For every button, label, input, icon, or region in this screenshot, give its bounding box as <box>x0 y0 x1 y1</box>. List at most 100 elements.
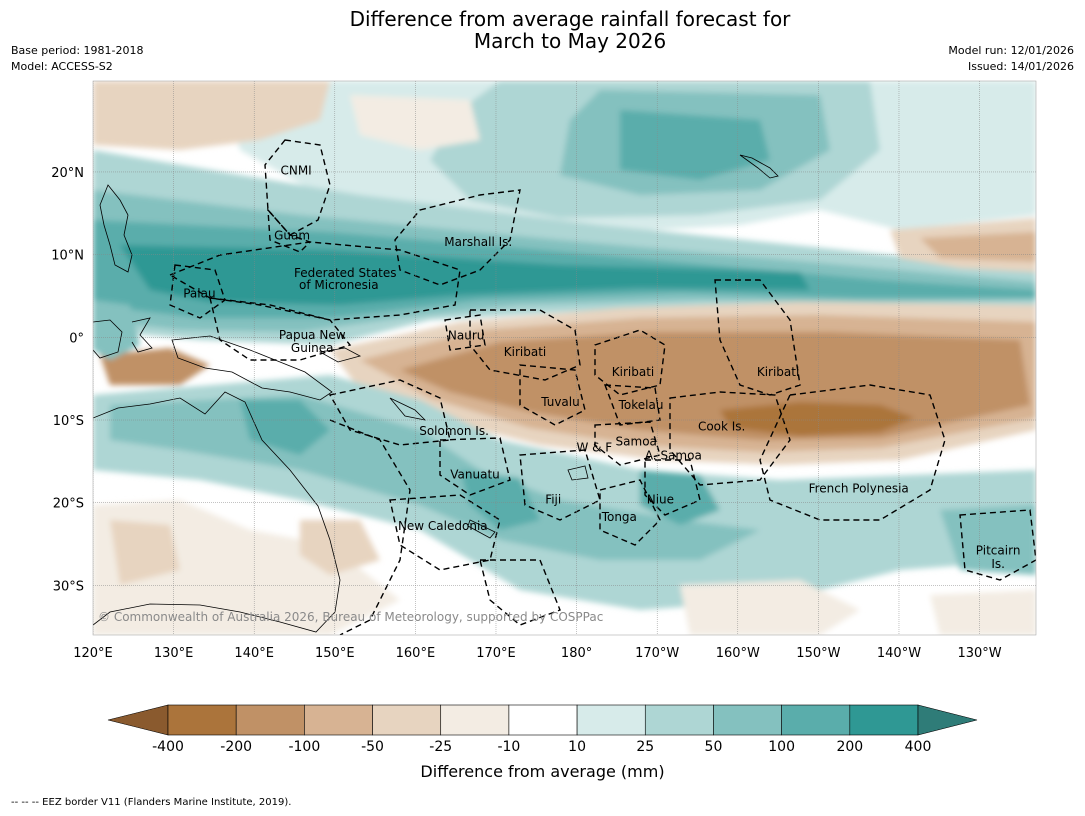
coastline-philippines <box>99 184 133 273</box>
colorbar-tick-label: -10 <box>497 739 520 755</box>
eez-pitcairn <box>959 509 1036 581</box>
colorbar-bin <box>235 704 305 736</box>
eez-tuvalu <box>519 364 586 426</box>
region-label: Federated States <box>294 266 396 280</box>
region-label: W & F <box>576 440 612 454</box>
region-label: Kiribati <box>504 345 546 359</box>
region-label: Tonga <box>601 510 637 524</box>
region-label: Solomon Is. <box>419 424 489 438</box>
region-label: Niue <box>647 492 674 506</box>
anomaly-dry-north-mid <box>350 95 480 150</box>
map-panel <box>93 81 1036 635</box>
colorbar-bin <box>576 704 646 736</box>
coastline-hawaii <box>739 154 779 179</box>
region-label: Fiji <box>545 492 561 506</box>
region-label: Guinea <box>291 341 334 355</box>
latitude-tick-label: 30°S <box>53 579 84 594</box>
longitude-tick-label: 140°E <box>234 646 274 661</box>
region-label: Vanuatu <box>450 468 500 482</box>
eez-footnote: -- -- -- EEZ border V11 (Flanders Marine… <box>11 797 292 808</box>
region-label: Samoa <box>616 435 657 449</box>
model-name: Model: ACCESS-S2 <box>11 60 113 73</box>
latitude-tick-label: 20°S <box>53 497 84 512</box>
eez-french-polynesia <box>759 384 946 521</box>
coastlines <box>93 154 779 633</box>
region-label: Guam <box>274 229 310 243</box>
latitude-tick-label: 10°S <box>53 414 84 429</box>
longitude-tick-labels: 120°E 130°E 140°E 150°E 160°E 170°E 180° 170°W 1… <box>73 646 1002 661</box>
region-label: CNMI <box>280 163 311 177</box>
longitude-tick-label: 170°W <box>635 646 679 661</box>
longitude-tick-label: 150°E <box>315 646 355 661</box>
map-title-line2: March to May 2026 <box>473 29 667 53</box>
gridlines <box>93 81 1036 635</box>
map-title: Difference from average rainfall forecas… <box>0 8 1085 52</box>
anomaly-band-hawaii <box>620 110 770 180</box>
coastline-new-caledonia <box>467 519 496 539</box>
colorbar-bin <box>304 704 373 736</box>
rainfall-anomaly-fill <box>93 81 1036 635</box>
eez-niue <box>644 459 701 516</box>
anomaly-dry-west-patch <box>100 348 210 385</box>
colorbar-tick-label: 100 <box>768 739 795 755</box>
eez-fiji <box>519 449 601 521</box>
base-period: Base period: 1981-2018 <box>11 44 144 57</box>
eez-borders <box>168 139 1036 635</box>
eez-kiribati-line <box>714 279 801 396</box>
longitude-tick-label: 130°W <box>957 646 1001 661</box>
longitude-tick-label: 130°E <box>154 646 194 661</box>
colorbar-tick-label: 400 <box>905 739 932 755</box>
colorbar-tick-label: 50 <box>705 739 723 755</box>
colorbar-bin <box>644 704 714 736</box>
anomaly-dry-southwest-core <box>110 520 180 585</box>
region-label: Tokelau <box>618 398 664 412</box>
region-label: Pitcairn <box>976 544 1021 558</box>
longitude-tick-label: 160°E <box>396 646 436 661</box>
colorbar-bin <box>508 704 578 736</box>
longitude-tick-label: 170°E <box>476 646 516 661</box>
region-label: Papua New <box>279 328 346 342</box>
eez-kermadec <box>479 559 561 626</box>
colorbar-bin <box>372 704 442 736</box>
copyright-notice: © Commonwealth of Australia 2026, Bureau… <box>98 610 603 624</box>
region-label: A. Samoa <box>645 449 702 463</box>
colorbar-tick-label: 10 <box>568 739 586 755</box>
region-label: Marshall Is. <box>444 235 512 249</box>
coastline-borneo <box>93 319 123 359</box>
anomaly-wet-png-core <box>240 400 330 455</box>
eez-cnmi <box>264 139 331 236</box>
coastline-australia <box>93 391 341 633</box>
region-label: of Micronesia <box>299 278 379 292</box>
metadata-left: Base period: 1981-2018 Model: ACCESS-S2 <box>11 43 143 75</box>
anomaly-dry-northwest <box>93 81 330 150</box>
eez-kiribati-gilbert <box>469 309 581 381</box>
colorbar-tick-label: 25 <box>636 739 654 755</box>
latitude-tick-label: 20°N <box>51 166 84 181</box>
region-label: Kiribati <box>612 365 654 379</box>
longitude-tick-label: 140°W <box>877 646 921 661</box>
longitude-tick-label: 160°W <box>716 646 760 661</box>
colorbar-tick-label: -100 <box>288 739 320 755</box>
colorbar-bin <box>167 704 237 736</box>
eez-samoa <box>594 421 661 466</box>
region-label: Nauru <box>448 329 484 343</box>
issued-date: Issued: 14/01/2026 <box>967 60 1074 73</box>
region-label: Is. <box>991 557 1005 571</box>
colorbar-tick-label: 200 <box>836 739 863 755</box>
latitude-tick-label: 10°N <box>51 249 84 264</box>
coastline-new-guinea <box>171 335 333 401</box>
colorbar-extend-high <box>917 704 978 736</box>
map-frame <box>92 80 1037 636</box>
region-label: Palau <box>183 287 215 301</box>
colorbar-tick-label: -200 <box>220 739 252 755</box>
region-label: French Polynesia <box>809 482 909 496</box>
eez-nauru <box>444 314 486 351</box>
longitude-tick-label: 180° <box>561 646 592 661</box>
eez-guam <box>267 207 312 253</box>
colorbar-tick-label: -50 <box>361 739 384 755</box>
colorbar-extend-low <box>107 704 169 736</box>
eez-kiribati-phoenix <box>594 329 666 396</box>
anomaly-dry-south-east <box>930 590 1036 635</box>
